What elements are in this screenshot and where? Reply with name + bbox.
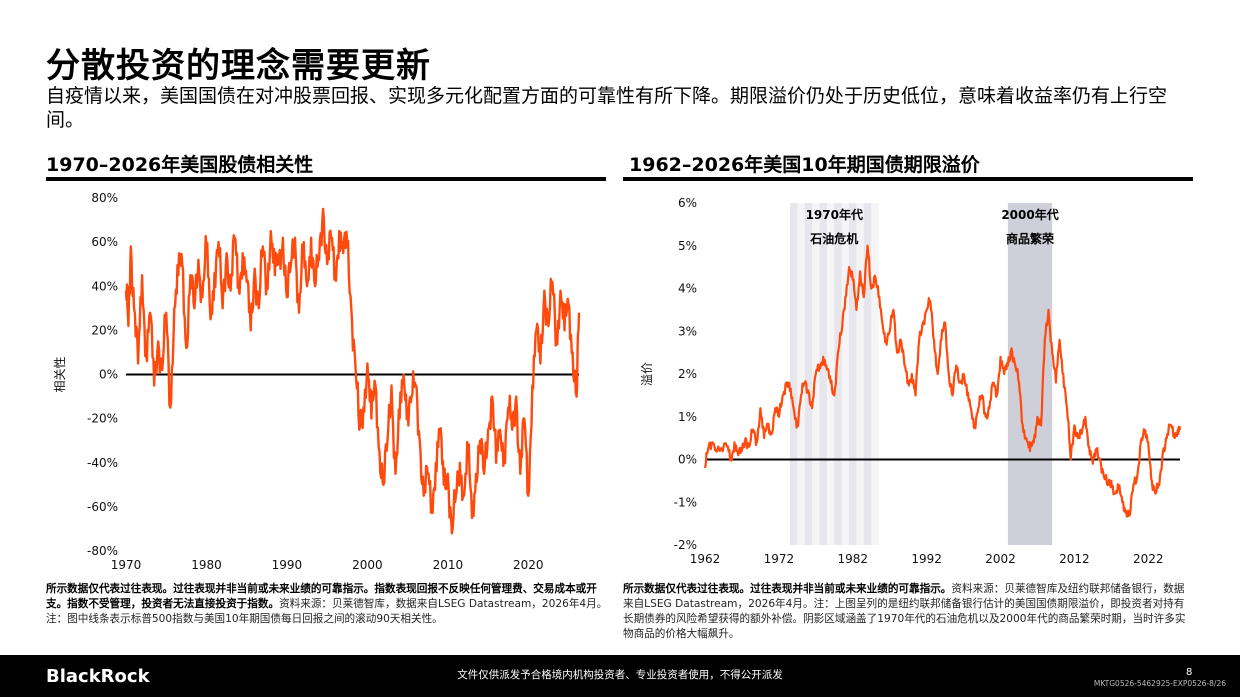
x-tick-label: 1962	[690, 552, 721, 566]
shaded-region-0-rect	[789, 203, 879, 545]
x-tick-label: 1990	[272, 558, 303, 572]
y-tick-label: 2%	[678, 367, 697, 381]
x-tick-label: 2002	[985, 552, 1016, 566]
x-tick-label: 1992	[911, 552, 942, 566]
y-tick-label: -80%	[87, 544, 118, 558]
y-tick-label: -1%	[674, 495, 697, 509]
x-tick-label: 1982	[837, 552, 868, 566]
y-tick-label: 1%	[678, 410, 697, 424]
shaded-region-0-label-0: 1970年代	[806, 207, 863, 222]
y-tick-label: -60%	[87, 500, 118, 514]
left-chart-rule	[46, 177, 606, 181]
x-tick-label: 2010	[433, 558, 464, 572]
blackrock-logo: BlackRock	[46, 666, 150, 687]
y-tick-label: -2%	[674, 538, 697, 552]
shaded-region-0-stripe	[841, 203, 850, 545]
correlation-chart: -80% -60% -40% -20% 0% 20% 40% 60% 80% 1970 1980 19…	[53, 191, 581, 572]
right-chart-title: 1962–2026年美国10年期国债期限溢价	[629, 154, 980, 176]
page-title: 分散投资的理念需要更新	[46, 46, 431, 86]
shaded-region-0-stripe	[797, 203, 805, 545]
y-tick-label: 80%	[91, 191, 118, 205]
series-line-0	[703, 244, 1182, 518]
document-code: MKTG0526-5462925-EXP0526-8/26	[1093, 679, 1226, 688]
y-tick-label: 5%	[678, 239, 697, 253]
shaded-region-0-stripe	[856, 203, 864, 545]
x-tick-label: 1972	[764, 552, 795, 566]
y-tick-label: 20%	[91, 323, 118, 337]
footer-disclaimer: 文件仅供派发予合格境内机构投资者、专业投资者使用，不得公开派发	[457, 669, 783, 681]
y-axis-label: 溢价	[640, 362, 654, 386]
x-tick-label: 1980	[191, 558, 222, 572]
x-tick-label: 2000	[352, 558, 383, 572]
y-tick-label: 40%	[91, 279, 118, 293]
shaded-region-1-label-0: 2000年代	[1001, 207, 1058, 222]
shaded-region-0-stripe	[826, 203, 835, 545]
right-footnote-bold: 所示数据仅代表过往表现。过往表现并非当前或未来业绩的可靠指示。	[623, 583, 952, 595]
left-chart-title: 1970–2026年美国股债相关性	[46, 154, 314, 176]
y-tick-label: 0%	[678, 453, 697, 467]
right-footnote-text: 资料来源：贝莱德智库及纽约联邦储备银行，数据来自LSEG Datastream，…	[623, 583, 1186, 640]
left-footnote-text: 资料来源：贝莱德智库，数据来自LSEG Datastream，2026年4月。注…	[46, 598, 608, 625]
y-axis-label: 相关性	[53, 356, 67, 392]
right-chart-rule	[623, 177, 1193, 181]
y-tick-label: -20%	[87, 412, 118, 426]
page-number: 8	[1186, 667, 1193, 678]
shaded-region-0-label-1: 石油危机	[809, 231, 858, 246]
right-footnote: 所示数据仅代表过往表现。过往表现并非当前或未来业绩的可靠指示。资料来源：贝莱德智…	[623, 582, 1193, 642]
shaded-region-0-stripe	[871, 203, 879, 545]
shaded-region-1-label-1: 商品繁荣	[1006, 231, 1055, 246]
left-footnote-bold: 所示数据仅代表过往表现。过往表现并非当前或未来业绩的可靠指示。指数表现回报不反映…	[46, 583, 597, 610]
left-footnote: 所示数据仅代表过往表现。过往表现并非当前或未来业绩的可靠指示。指数表现回报不反映…	[46, 582, 608, 627]
y-tick-label: 4%	[678, 282, 697, 296]
y-tick-label: 3%	[678, 324, 697, 338]
x-tick-label: 2022	[1133, 552, 1164, 566]
shaded-region-1-rect	[1007, 203, 1053, 545]
page-subtitle: 自疫情以来，美国国债在对冲股票回报、实现多元化配置方面的可靠性有所下降。期限溢价…	[46, 85, 1168, 131]
y-tick-label: -40%	[87, 456, 118, 470]
x-tick-label: 2012	[1059, 552, 1090, 566]
series-line-0	[124, 207, 581, 535]
footer-bar: BlackRock 文件仅供派发予合格境内机构投资者、专业投资者使用，不得公开派…	[0, 655, 1240, 697]
x-tick-label: 1970	[111, 558, 142, 572]
x-tick-label: 2020	[513, 558, 544, 572]
y-tick-label: 60%	[91, 235, 118, 249]
y-tick-label: 6%	[678, 196, 697, 210]
y-tick-label: 0%	[99, 368, 118, 382]
